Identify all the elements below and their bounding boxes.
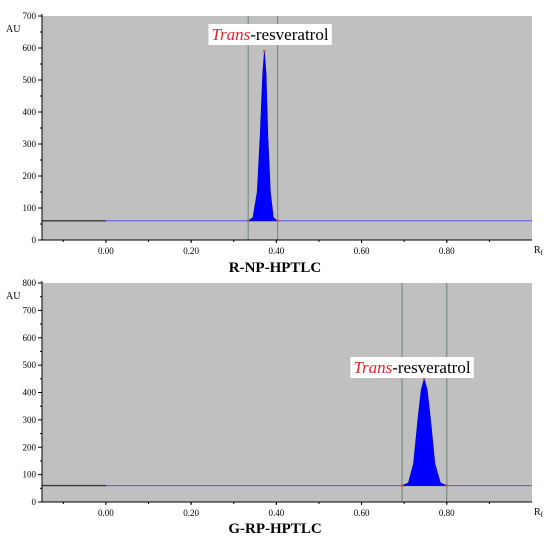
y-tick-label: 600 <box>23 333 37 343</box>
y-tick-label: 0 <box>32 497 37 507</box>
x-axis-label: Rf <box>534 245 544 257</box>
peak-trans-resveratrol <box>401 377 447 486</box>
y-tick-label: 300 <box>23 415 37 425</box>
y-tick-label: 500 <box>23 360 37 370</box>
y-tick-label: 200 <box>23 442 37 452</box>
x-tick-label: 0.60 <box>354 246 370 256</box>
y-axis-label: AU <box>6 291 21 302</box>
y-tick-label: 0 <box>32 235 37 245</box>
annotation-text: Trans-resveratrol <box>211 25 328 44</box>
chart-caption: G-RP-HPTLC <box>228 521 321 537</box>
annotation-box <box>208 24 332 45</box>
x-tick-label: 0.80 <box>439 508 455 518</box>
annotation-text: Trans-resveratrol <box>353 358 470 377</box>
annotation-box <box>350 357 474 378</box>
plot-area <box>42 16 532 240</box>
peak-annotation: Trans-resveratrol <box>350 357 474 378</box>
y-tick-label: 800 <box>23 278 37 288</box>
plot-area <box>42 283 532 502</box>
x-tick-label: 0.60 <box>354 508 370 518</box>
peak-annotation: Trans-resveratrol <box>208 24 332 45</box>
y-tick-label: 700 <box>23 11 37 21</box>
peak-marker-1 <box>400 484 404 487</box>
peak-trans-resveratrol <box>247 51 279 222</box>
y-tick-label: 400 <box>23 388 37 398</box>
y-axis-label: AU <box>6 24 21 35</box>
x-axis-label: Rf <box>534 507 544 519</box>
chart-panel-1: 0 100 200 300 400 500 600 700 0.00 0.20 0.40 0.60 0.… <box>6 11 544 276</box>
x-tick-label: 0.00 <box>98 246 114 256</box>
x-tick-label: 0.40 <box>268 246 284 256</box>
y-tick-label: 100 <box>23 470 37 480</box>
peak-marker-2 <box>276 219 279 222</box>
x-tick-label: 0.20 <box>183 508 199 518</box>
y-tick-label: 100 <box>23 203 37 213</box>
x-tick-label: 0.80 <box>439 246 455 256</box>
x-tick-label: 0.00 <box>98 508 114 518</box>
peak-marker-3 <box>423 377 426 381</box>
peak-marker-3 <box>263 50 266 53</box>
y-tick-label: 400 <box>23 107 37 117</box>
chart-caption: R-NP-HPTLC <box>229 260 322 276</box>
peak-marker-1 <box>247 219 250 222</box>
y-tick-label: 200 <box>23 171 37 181</box>
y-tick-label: 600 <box>23 43 37 53</box>
x-tick-label: 0.20 <box>183 246 199 256</box>
peak-marker-2 <box>445 484 448 487</box>
y-tick-label: 700 <box>23 305 37 315</box>
x-tick-label: 0.40 <box>268 508 284 518</box>
chart-panel-2: 0 100 200 300 400 500 600 700 800 0.00 0.20 0.40 0.6… <box>6 278 544 537</box>
y-tick-label: 300 <box>23 139 37 149</box>
y-tick-label: 500 <box>23 75 37 85</box>
